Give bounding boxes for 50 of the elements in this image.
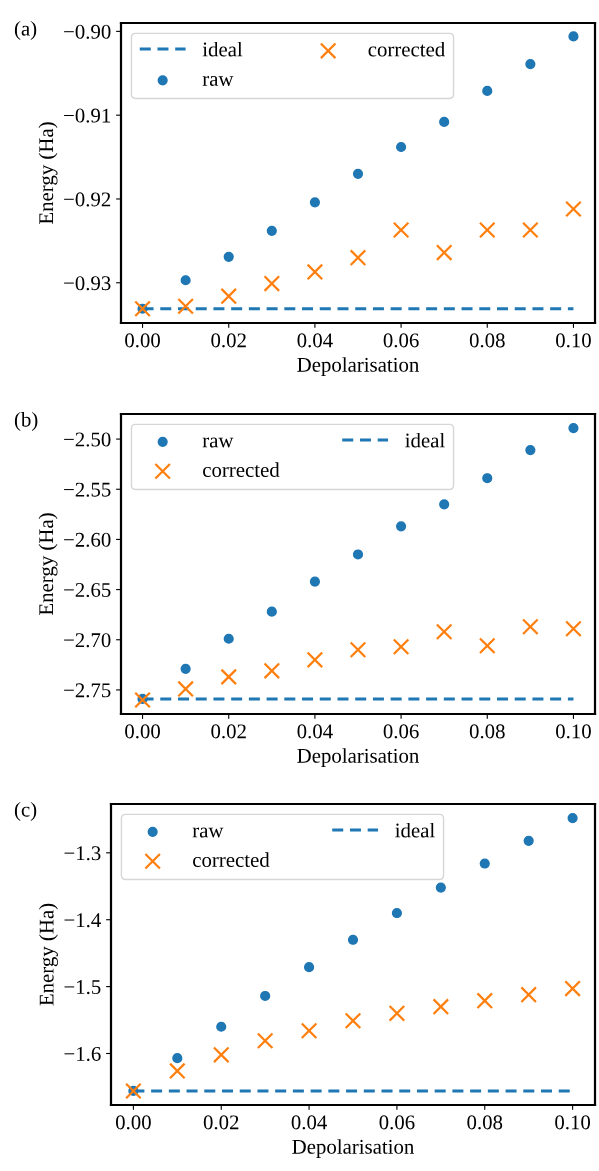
y-tick-label: −1.4 [64,913,101,928]
y-tick-label: −0.92 [64,192,111,207]
x-tick-label: 0.06 [383,333,419,348]
x-tick-label: 0.06 [379,1115,415,1130]
text: (c) [14,802,37,821]
legend-label: corrected [368,41,445,57]
x-tick-label: 0.08 [469,724,505,739]
text: (a) [14,21,37,40]
y-tick-label: −0.91 [64,108,111,123]
y-axis-title: Energy (Ha) [38,122,58,224]
y-tick-label: −1.3 [64,846,101,861]
x-tick-label: 0.04 [297,724,333,739]
y-tick-label: −1.6 [64,1046,101,1062]
x-tick-label: 0.02 [203,1115,239,1130]
text: (b) [14,412,38,431]
y-tick-label: −0.90 [64,24,111,39]
legend-label: raw [202,437,234,448]
x-tick-label: 0.02 [211,724,246,739]
legend-label: corrected [193,852,270,867]
legend-label: ideal [395,822,435,838]
x-tick-label: 0.02 [211,333,246,348]
y-tick-label: −1.5 [64,980,101,995]
x-tick-label: 0.10 [556,724,591,739]
x-tick-label: 0.10 [556,333,591,348]
legend-label: raw [192,827,224,838]
x-tick-label: 0.06 [383,724,419,739]
x-tick-label: 0.10 [555,1115,591,1130]
y-tick-label: −2.70 [64,633,111,648]
x-tick-label: 0.00 [125,724,160,739]
legend-label: ideal [202,41,243,57]
y-tick-label: −2.75 [64,683,111,698]
y-tick-label: −2.50 [64,432,111,447]
x-tick-label: 0.00 [115,1115,151,1130]
x-axis-title: Depolarisation [297,748,420,768]
y-axis-title: Energy (Ha) [38,513,58,615]
x-axis-title: Depolarisation [292,1139,415,1159]
legend-label: raw [202,75,234,86]
legend-label: corrected [203,462,280,477]
x-tick-label: 0.04 [297,333,333,348]
x-tick-label: 0.00 [125,333,160,348]
x-tick-label: 0.08 [469,333,505,348]
y-tick-label: −2.60 [64,532,111,547]
y-tick-label: −0.93 [64,276,111,291]
x-axis-title: Depolarisation [297,357,420,377]
y-axis-title: Energy (Ha) [38,903,58,1006]
y-tick-label: −2.65 [64,583,111,598]
y-tick-label: −2.55 [64,482,111,497]
x-tick-label: 0.08 [467,1115,503,1130]
x-tick-label: 0.04 [291,1115,327,1130]
legend-label: ideal [405,432,445,448]
